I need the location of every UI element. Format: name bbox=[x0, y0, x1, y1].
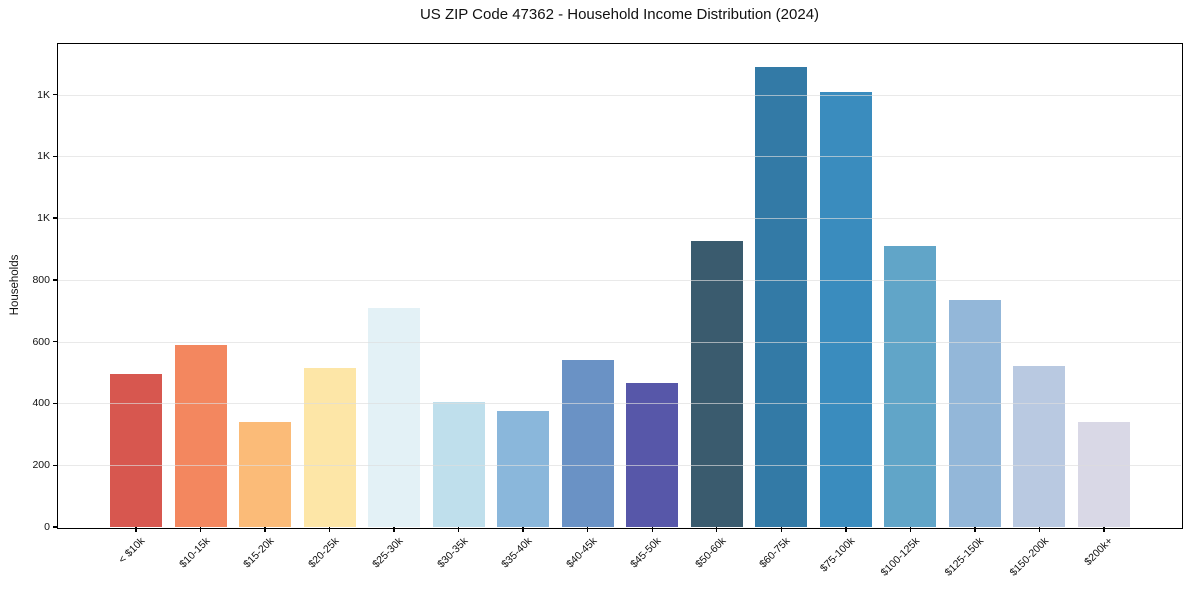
x-tick-label: $35-40k bbox=[499, 535, 535, 571]
y-tick-label: 400 bbox=[32, 397, 50, 410]
gridline bbox=[58, 218, 1181, 220]
y-tick-label: 200 bbox=[32, 459, 50, 472]
bar-75-100k bbox=[819, 91, 872, 527]
x-tick-mark bbox=[199, 527, 202, 532]
bar-35-40k bbox=[497, 411, 550, 527]
x-tick-mark bbox=[328, 527, 331, 532]
bar-20-25k bbox=[303, 367, 356, 527]
x-tick-label: $45-50k bbox=[628, 535, 664, 571]
x-tick-mark bbox=[135, 527, 137, 532]
x-tick-mark bbox=[457, 527, 460, 532]
x-tick-label: $75-100k bbox=[817, 535, 858, 575]
y-tick-label: 1K bbox=[37, 150, 50, 163]
y-tick-mark bbox=[53, 93, 58, 96]
x-tick-label: < $10k bbox=[116, 535, 148, 566]
y-tick-mark bbox=[53, 279, 58, 281]
bar-15-20k bbox=[239, 422, 292, 527]
x-tick-mark bbox=[264, 527, 266, 532]
y-tick-label: 1K bbox=[37, 212, 50, 225]
x-tick-mark bbox=[587, 527, 589, 532]
x-tick-label: $60-75k bbox=[757, 535, 793, 571]
x-tick-label: $15-20k bbox=[241, 535, 277, 571]
x-tick-label: $25-30k bbox=[370, 535, 406, 571]
gridline bbox=[58, 341, 1181, 343]
x-tick-mark bbox=[651, 527, 653, 532]
gridline bbox=[58, 403, 1181, 405]
x-tick-label: $125-150k bbox=[942, 535, 987, 579]
gridline bbox=[58, 465, 1181, 467]
gridline bbox=[58, 94, 1181, 96]
x-tick-mark bbox=[974, 527, 976, 532]
bar-45-50k bbox=[626, 383, 679, 527]
x-tick-label: $200k+ bbox=[1082, 535, 1116, 569]
x-tick-mark bbox=[393, 527, 395, 532]
bar-200k-plus bbox=[1077, 422, 1130, 527]
x-tick-label: $100-125k bbox=[878, 535, 922, 579]
y-tick-label: 800 bbox=[32, 273, 50, 286]
bar-10-15k bbox=[174, 344, 227, 527]
x-tick-label: $50-60k bbox=[692, 535, 729, 571]
x-tick-label: $150-200k bbox=[1007, 535, 1051, 579]
gridline bbox=[58, 279, 1181, 281]
plot-area bbox=[56, 42, 1183, 529]
x-tick-mark bbox=[909, 527, 912, 532]
y-tick-mark bbox=[53, 402, 58, 405]
bar-50-60k bbox=[690, 241, 743, 527]
y-tick-mark bbox=[53, 341, 58, 343]
y-tick-mark bbox=[53, 217, 58, 219]
x-tick-label: $40-45k bbox=[563, 535, 600, 571]
bar-125-150k bbox=[948, 300, 1001, 527]
gridline bbox=[58, 156, 1181, 158]
x-tick-mark bbox=[780, 527, 782, 532]
x-tick-mark bbox=[522, 527, 524, 532]
x-tick-mark bbox=[1103, 527, 1105, 532]
bar-30-35k bbox=[432, 401, 485, 527]
bar-lt-10k bbox=[110, 374, 162, 527]
x-tick-label: $10-15k bbox=[176, 535, 213, 571]
x-tick-label: $30-35k bbox=[434, 535, 471, 571]
y-tick-label: 0 bbox=[44, 521, 50, 533]
x-tick-mark bbox=[1038, 527, 1041, 532]
y-tick-mark bbox=[53, 526, 58, 528]
y-tick-mark bbox=[53, 155, 58, 158]
x-tick-label: $20-25k bbox=[305, 535, 342, 571]
y-tick-label: 1K bbox=[37, 88, 50, 101]
bar-60-75k bbox=[755, 66, 808, 527]
x-tick-mark bbox=[716, 527, 718, 532]
bar-40-45k bbox=[561, 360, 614, 527]
bar-150-200k bbox=[1013, 366, 1066, 527]
y-tick-mark bbox=[53, 464, 58, 466]
bar-25-30k bbox=[368, 307, 421, 527]
y-tick-label: 600 bbox=[32, 335, 50, 348]
chart-title: US ZIP Code 47362 - Household Income Dis… bbox=[419, 6, 820, 23]
bar-100-125k bbox=[884, 245, 937, 527]
x-tick-mark bbox=[845, 527, 847, 532]
